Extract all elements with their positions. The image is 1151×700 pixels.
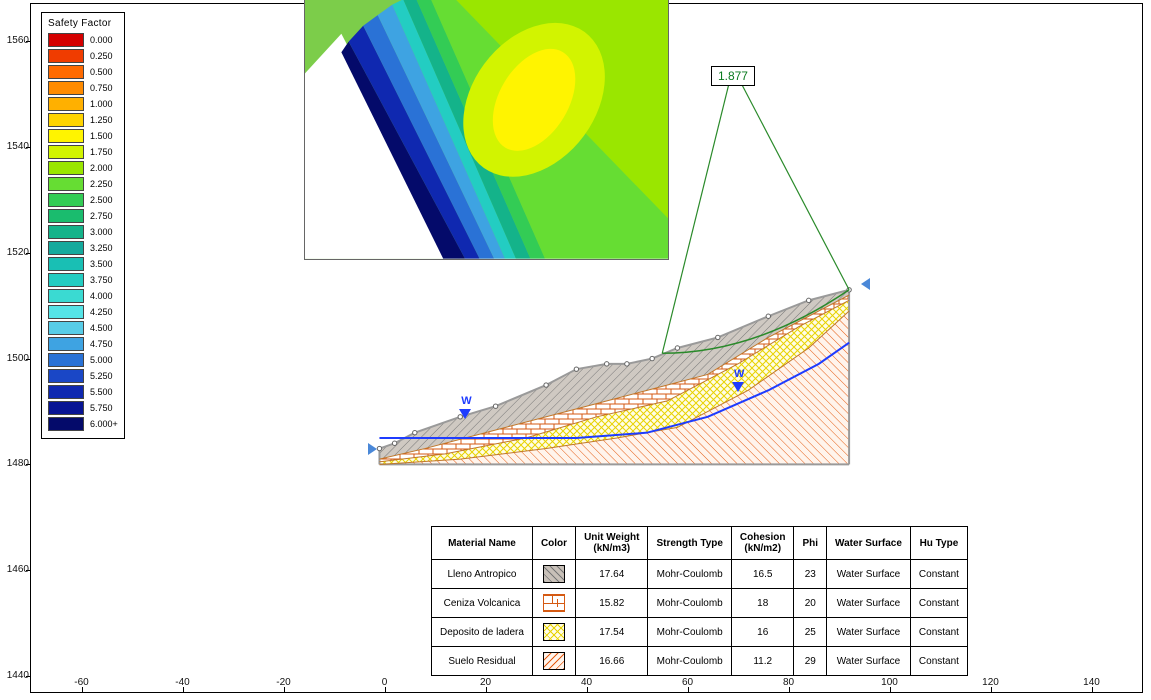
table-cell: Mohr-Coulomb (648, 589, 731, 618)
table-cell: 15.82 (576, 589, 648, 618)
color-swatch (543, 565, 565, 583)
x-tick-label: 0 (382, 677, 388, 688)
table-cell: 20 (794, 589, 827, 618)
color-swatch (543, 652, 565, 670)
table-cell: 29 (794, 647, 827, 676)
table-cell: 11.2 (731, 647, 794, 676)
table-cell: Deposito de ladera (432, 618, 533, 647)
table-cell: 16 (731, 618, 794, 647)
table-header: Cohesion(kN/m2) (731, 527, 794, 560)
safety-factor-label: 1.877 (711, 66, 755, 86)
y-tick-label: 1540 (3, 141, 29, 152)
water-label: W (461, 395, 471, 407)
y-tick-label: 1480 (3, 458, 29, 469)
table-cell: 16.66 (576, 647, 648, 676)
water-triangle-icon (459, 409, 471, 419)
y-tick-label: 1500 (3, 353, 29, 364)
table-cell: 25 (794, 618, 827, 647)
table-header-row: Material NameColorUnit Weight(kN/m3)Stre… (432, 527, 968, 560)
table-header: Hu Type (910, 527, 967, 560)
table-cell: 17.64 (576, 560, 648, 589)
table-header: Color (532, 527, 575, 560)
y-tick-label: 1560 (3, 35, 29, 46)
x-tick-label: 120 (982, 677, 999, 688)
table-cell: Mohr-Coulomb (648, 647, 731, 676)
table-cell: Constant (910, 589, 967, 618)
x-tick-label: 140 (1083, 677, 1100, 688)
table-cell-color (532, 589, 575, 618)
table-cell-color (532, 560, 575, 589)
table-cell: Lleno Antropico (432, 560, 533, 589)
water-label: W (734, 368, 744, 380)
x-tick-label: 40 (581, 677, 592, 688)
table-row: Deposito de ladera 17.54Mohr-Coulomb1625W… (432, 618, 968, 647)
table-cell: Mohr-Coulomb (648, 560, 731, 589)
table-cell: Water Surface (827, 560, 911, 589)
x-tick-label: 20 (480, 677, 491, 688)
table-cell: Mohr-Coulomb (648, 618, 731, 647)
table-cell: Ceniza Volcanica (432, 589, 533, 618)
table-row: Ceniza Volcanica 15.82Mohr-Coulomb1820Wat… (432, 589, 968, 618)
table-header: Water Surface (827, 527, 911, 560)
table-cell: Water Surface (827, 589, 911, 618)
table-cell-color (532, 618, 575, 647)
table-header: Material Name (432, 527, 533, 560)
table-header: Strength Type (648, 527, 731, 560)
y-tick-label: 1460 (3, 564, 29, 575)
table-row: Suelo Residual 16.66Mohr-Coulomb11.229Wat… (432, 647, 968, 676)
table-cell: Constant (910, 618, 967, 647)
x-tick-label: 80 (783, 677, 794, 688)
table-cell: 23 (794, 560, 827, 589)
y-tick-label: 1520 (3, 247, 29, 258)
x-tick-label: -20 (276, 677, 290, 688)
arrow-left-icon (861, 278, 870, 290)
water-triangle-icon (732, 382, 744, 392)
table-cell: Constant (910, 560, 967, 589)
arrow-right-icon (368, 443, 377, 455)
table-cell: 17.54 (576, 618, 648, 647)
x-tick-label: -60 (74, 677, 88, 688)
table-header: Unit Weight(kN/m3) (576, 527, 648, 560)
table-cell: Constant (910, 647, 967, 676)
y-tick-label: 1440 (3, 670, 29, 681)
table-cell: 16.5 (731, 560, 794, 589)
table-cell: Water Surface (827, 647, 911, 676)
x-tick-label: 100 (881, 677, 898, 688)
table-row: Lleno Antropico 17.64Mohr-Coulomb16.523Wa… (432, 560, 968, 589)
table-cell: Water Surface (827, 618, 911, 647)
x-tick-label: -40 (175, 677, 189, 688)
table-cell: Suelo Residual (432, 647, 533, 676)
table-cell-color (532, 647, 575, 676)
materials-table: Material NameColorUnit Weight(kN/m3)Stre… (431, 526, 968, 676)
color-swatch (543, 623, 565, 641)
x-tick-label: 60 (682, 677, 693, 688)
table-cell: 18 (731, 589, 794, 618)
plot-inner: Safety Factor 0.0000.2500.5000.7501.0001… (31, 4, 1142, 692)
table-header: Phi (794, 527, 827, 560)
color-swatch (543, 594, 565, 612)
